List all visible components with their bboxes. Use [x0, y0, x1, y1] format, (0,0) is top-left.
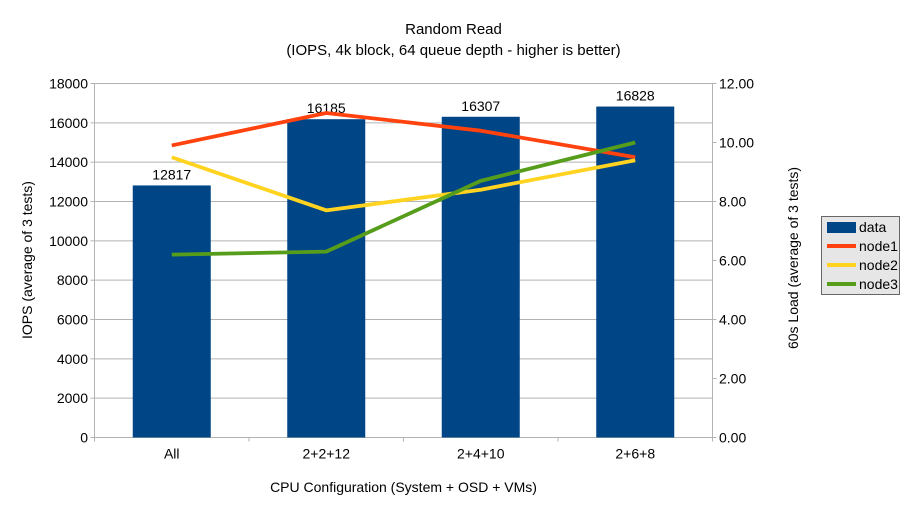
- chart-title: Random Read: [405, 21, 502, 38]
- legend-line-swatch: [827, 263, 856, 267]
- line-node1: [171, 111, 636, 160]
- legend-item-data: data: [827, 218, 897, 237]
- left-tick-label: 8000: [57, 272, 88, 288]
- category-label: 2+6+8: [615, 446, 655, 462]
- right-tick-label: 4.00: [719, 312, 746, 328]
- left-tick-label: 14000: [49, 154, 88, 170]
- bar-2+2+12: [287, 119, 366, 438]
- right-tick-label: 2.00: [719, 371, 746, 387]
- left-tick-label: 12000: [49, 194, 88, 210]
- right-tick-label: 12.00: [719, 76, 754, 92]
- bar-value-label: 16307: [461, 98, 500, 114]
- legend-label: node1: [859, 237, 898, 254]
- line-node2: [171, 155, 636, 213]
- left-tick-label: 0: [80, 430, 88, 446]
- legend-label: node3: [859, 275, 898, 292]
- bar-All: [132, 185, 211, 438]
- legend-label: node2: [859, 256, 898, 273]
- category-label: All: [164, 446, 180, 462]
- left-tick-label: 2000: [57, 390, 88, 406]
- legend-item-node1: node1: [827, 237, 898, 256]
- left-tick-label: 6000: [57, 312, 88, 328]
- left-tick-label: 18000: [49, 76, 88, 92]
- category-label: 2+2+12: [303, 446, 351, 462]
- legend-label: data: [859, 218, 887, 235]
- bar-value-label: 16828: [616, 88, 655, 104]
- right-tick-label: 6.00: [719, 253, 746, 269]
- category-label: 2+4+10: [457, 446, 505, 462]
- bar-2+4+10: [441, 116, 520, 438]
- x-axis-title: CPU Configuration (System + OSD + VMs): [270, 479, 537, 495]
- bar-value-label: 12817: [152, 166, 191, 182]
- right-tick-label: 10.00: [719, 135, 754, 151]
- chart-subtitle: (IOPS, 4k block, 64 queue depth - higher…: [286, 42, 621, 59]
- legend-bar-swatch: [827, 221, 856, 233]
- legend: data node1 node2 node3: [821, 216, 900, 295]
- line-node3: [171, 140, 636, 257]
- left-tick-label: 4000: [57, 351, 88, 367]
- legend-item-node3: node3: [827, 275, 898, 294]
- legend-item-node2: node2: [827, 256, 898, 275]
- right-axis-title: 60s Load (average of 3 tests): [785, 166, 801, 350]
- bar-value-label: 16185: [307, 100, 346, 116]
- right-tick-label: 8.00: [719, 194, 746, 210]
- legend-line-swatch: [827, 282, 856, 286]
- left-tick-label: 10000: [49, 233, 88, 249]
- left-axis-title: IOPS (average of 3 tests): [19, 181, 35, 339]
- left-tick-label: 16000: [49, 115, 88, 131]
- legend-line-swatch: [827, 244, 856, 248]
- right-tick-label: 0.00: [719, 430, 746, 446]
